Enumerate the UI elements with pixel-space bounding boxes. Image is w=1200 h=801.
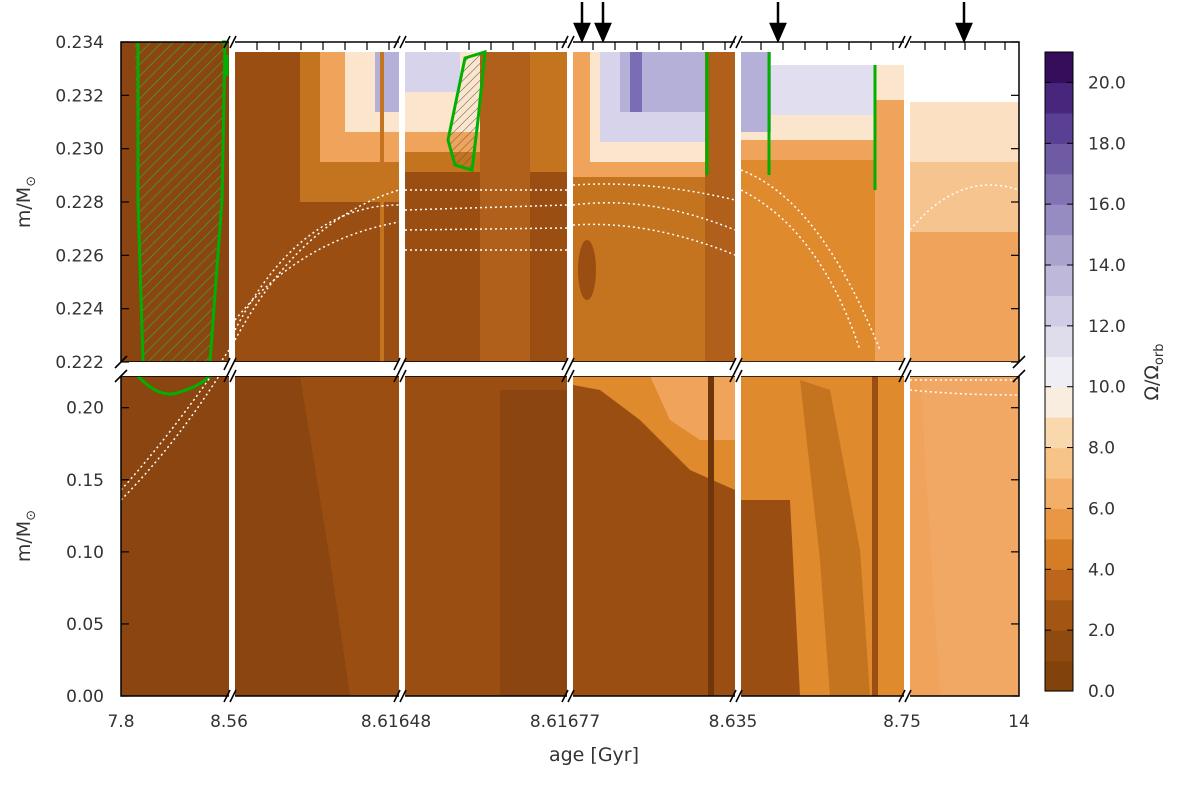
y-tick-label-upper: 0.230 <box>55 140 104 160</box>
colorbar-segment <box>1045 234 1073 266</box>
colorbar-tick-label: 14.0 <box>1088 256 1126 276</box>
colorbar-segment <box>1045 447 1073 479</box>
event-arrow-1 <box>573 2 591 44</box>
y-tick-label-upper: 0.228 <box>55 193 104 213</box>
colorbar-segment <box>1045 173 1073 205</box>
event-arrow-2 <box>594 2 612 44</box>
y-ticks-upper: 0.222 0.224 0.226 0.228 0.230 0.232 0.234 <box>55 33 1019 373</box>
colorbar-segment <box>1045 112 1073 144</box>
colorbar-segment <box>1045 660 1073 692</box>
colorbar-tick-label: 18.0 <box>1088 134 1126 154</box>
y-tick-label-upper: 0.234 <box>55 33 104 53</box>
x-tick-label: 8.75 <box>883 712 921 732</box>
y-tick-label-lower: 0.05 <box>66 615 104 635</box>
colorbar-ticks: 0.0 2.0 4.0 6.0 8.0 10.0 12.0 14.0 16.0 18.0 20.0 <box>1045 73 1126 702</box>
colorbar-segment <box>1045 508 1073 540</box>
colorbar-segment <box>1045 265 1073 297</box>
x-axis-title: age [Gyr] <box>549 744 639 766</box>
colorbar-segment <box>1045 325 1073 357</box>
colorbar-segment <box>1045 417 1073 449</box>
upper-panels <box>121 42 1019 362</box>
event-arrow-4 <box>955 2 973 44</box>
x-tick-label: 8.635 <box>709 712 758 732</box>
colorbar-tick-label: 6.0 <box>1088 499 1115 519</box>
colorbar-tick-label: 4.0 <box>1088 560 1115 580</box>
y-ticks-lower: 0.00 0.05 0.10 0.15 0.20 <box>66 399 1019 707</box>
x-tick-label: 8.56 <box>210 712 248 732</box>
axis-breaks <box>116 36 1024 702</box>
x-tick-label: 8.61677 <box>530 712 600 732</box>
x-tick-label: 7.8 <box>107 712 134 732</box>
y-tick-label-lower: 0.15 <box>66 471 104 491</box>
colorbar-tick-label: 20.0 <box>1088 73 1126 93</box>
y-axis-title-lower: m/M⊙ <box>13 510 39 562</box>
colorbar-segment <box>1045 295 1073 327</box>
colorbar-segment <box>1045 204 1073 236</box>
colorbar-tick-label: 12.0 <box>1088 317 1126 337</box>
x-tick-label: 14 <box>1008 712 1030 732</box>
break-marks <box>114 35 1026 703</box>
colorbar-segment <box>1045 52 1073 84</box>
y-tick-label-upper: 0.224 <box>55 300 104 320</box>
colorbar-tick-label: 0.0 <box>1088 682 1115 702</box>
colorbar-tick-label: 2.0 <box>1088 621 1115 641</box>
colorbar-segment <box>1045 599 1073 631</box>
x-tick-label: 8.61648 <box>361 712 431 732</box>
colorbar-segment <box>1045 569 1073 601</box>
y-axis-title-upper: m/M⊙ <box>13 176 39 228</box>
colorbar-tick-label: 16.0 <box>1088 195 1126 215</box>
event-arrow-3 <box>769 2 787 44</box>
colorbar-segment <box>1045 538 1073 570</box>
y-tick-label-lower: 0.10 <box>66 543 104 563</box>
top-ticks <box>256 42 1006 50</box>
y-tick-label-upper: 0.232 <box>55 86 104 106</box>
colorbar-frame <box>1044 51 1074 692</box>
colorbar-segment <box>1045 630 1073 662</box>
colorbar-segment <box>1045 82 1073 114</box>
x-ticks: 7.8 8.56 8.61648 8.61677 8.635 8.75 14 <box>107 712 1029 732</box>
colorbar-tick-label: 10.0 <box>1088 378 1126 398</box>
colorbar-segment <box>1045 478 1073 510</box>
colorbar-segment <box>1045 143 1073 175</box>
colorbar <box>1045 52 1073 692</box>
y-tick-label-upper: 0.226 <box>55 246 104 266</box>
colorbar-segment <box>1045 356 1073 388</box>
y-tick-label-lower: 0.00 <box>66 687 104 707</box>
colorbar-title: Ω/Ωorb <box>1141 343 1167 400</box>
event-arrows <box>573 2 973 44</box>
y-tick-label-lower: 0.20 <box>66 399 104 419</box>
y-tick-label-upper: 0.222 <box>55 353 104 373</box>
shell-tracks <box>120 169 1020 501</box>
colorbar-segment <box>1045 386 1073 418</box>
colorbar-tick-label: 8.0 <box>1088 439 1115 459</box>
lower-panels <box>121 376 1019 696</box>
